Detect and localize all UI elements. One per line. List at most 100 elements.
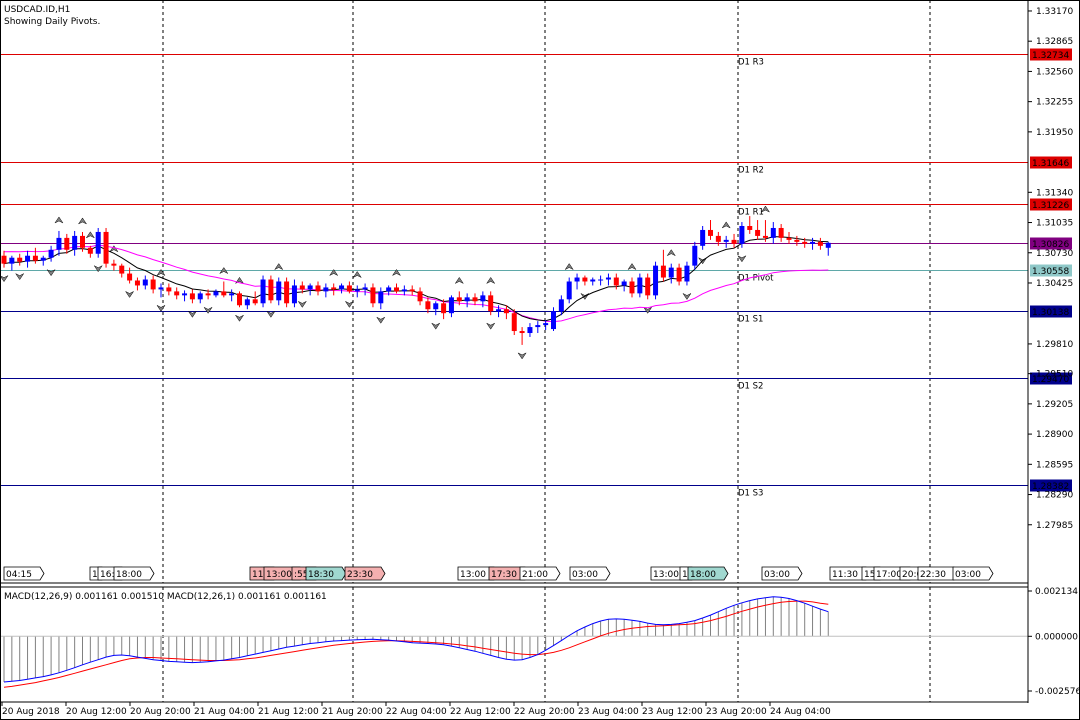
candle-body bbox=[574, 277, 580, 282]
candle-body bbox=[480, 295, 486, 302]
candle-body bbox=[496, 309, 502, 312]
candle-body bbox=[127, 273, 133, 281]
fractal-up-arrow bbox=[485, 276, 496, 285]
candle-body bbox=[134, 280, 140, 286]
pivot-price-label: 1.30138 bbox=[1032, 308, 1069, 318]
candle-body bbox=[692, 245, 698, 266]
session-tag-label: 03:00 bbox=[764, 570, 790, 580]
candle-body bbox=[817, 241, 823, 246]
session-tag-label: :55 bbox=[294, 570, 308, 580]
macd-label: MACD(12,26,9) 0.001161 0.001510 MACD(12,… bbox=[4, 592, 327, 602]
candle-body bbox=[323, 287, 329, 292]
candle-body bbox=[339, 285, 345, 290]
session-tag-label: 13:00 bbox=[460, 570, 486, 580]
fractal-down-arrow bbox=[344, 300, 355, 308]
pivot-name: D1 R3 bbox=[738, 58, 764, 68]
session-tag bbox=[344, 566, 386, 581]
candle-body bbox=[1, 255, 7, 264]
pivot-price-box bbox=[1030, 479, 1072, 492]
session-tag-label: 11: bbox=[252, 570, 266, 580]
pivot-price-box bbox=[1030, 305, 1072, 318]
session-labels: 04:15 1 16: 18:00 11: 13:00:55 18:30 23:30 13:00… bbox=[3, 566, 994, 581]
time-tick-label: 20 Aug 12:00 bbox=[66, 707, 127, 717]
candle-body bbox=[708, 229, 713, 236]
fractal-down-arrow bbox=[682, 292, 692, 300]
price-tick-label: 1.31035 bbox=[1036, 219, 1073, 229]
candle-body bbox=[103, 231, 109, 264]
pivot-name: D1 Pivot bbox=[738, 274, 774, 284]
candle-body bbox=[645, 277, 651, 296]
price-tick-label: 1.29510 bbox=[1036, 370, 1073, 380]
candle-body bbox=[558, 299, 564, 312]
candle-body bbox=[64, 237, 70, 250]
candle-body bbox=[731, 239, 737, 244]
session-tag-label: 20:0 bbox=[902, 570, 922, 580]
candle-body bbox=[456, 297, 462, 302]
price-tick-label: 1.28900 bbox=[1036, 430, 1073, 440]
candle-body bbox=[276, 281, 282, 301]
fractal-up-arrow bbox=[454, 276, 465, 285]
pivot-price-label: 1.29470 bbox=[1032, 375, 1069, 385]
fractal-up-arrow bbox=[352, 271, 362, 279]
price-tick-label: 1.28290 bbox=[1036, 491, 1073, 501]
session-tag bbox=[761, 566, 803, 581]
session-tag-label: 03:00 bbox=[572, 570, 598, 580]
price-tick-label: 1.27985 bbox=[1036, 521, 1073, 531]
fractal-up-arrow bbox=[219, 267, 229, 275]
candle-body bbox=[17, 257, 23, 262]
candle-body bbox=[543, 323, 549, 326]
candle-body bbox=[260, 279, 266, 304]
candle-body bbox=[637, 277, 643, 294]
fractal-down-arrow bbox=[0, 274, 9, 283]
candle-body bbox=[551, 311, 556, 330]
time-tick-label: 22 Aug 12:00 bbox=[450, 707, 511, 717]
candle-body bbox=[401, 289, 407, 292]
candlesticks bbox=[1, 216, 831, 345]
session-tag-label: 15 bbox=[864, 570, 875, 580]
candle-body bbox=[32, 255, 38, 261]
symbol-title: USDCAD.ID,H1 bbox=[4, 5, 70, 15]
candle-body bbox=[810, 241, 816, 244]
session-tag-label: 18:00 bbox=[690, 570, 716, 580]
candle-body bbox=[660, 265, 666, 278]
candle-body bbox=[825, 242, 831, 248]
session-tag-label: 1 bbox=[682, 570, 688, 580]
grid bbox=[162, 0, 931, 702]
candle-body bbox=[519, 331, 525, 334]
candle-body bbox=[221, 291, 227, 296]
candle-body bbox=[417, 291, 423, 302]
fractal-up-arrow bbox=[77, 217, 88, 225]
time-tick-label: 20 Aug 20:00 bbox=[130, 707, 191, 717]
candle-body bbox=[197, 293, 203, 300]
candle-body bbox=[378, 291, 384, 304]
candle-body bbox=[119, 265, 125, 274]
candle-body bbox=[794, 239, 800, 242]
candle-body bbox=[299, 285, 305, 290]
session-tag-label: 17:00 bbox=[876, 570, 902, 580]
session-tag-label: 18:00 bbox=[116, 570, 142, 580]
time-tick-label: 22 Aug 20:00 bbox=[514, 707, 575, 717]
time-tick-label: 22 Aug 04:00 bbox=[386, 707, 447, 717]
macd-tick-label: 0.002134 bbox=[1035, 587, 1078, 597]
candle-body bbox=[48, 249, 54, 258]
fractal-down-arrow bbox=[642, 306, 653, 314]
pivot-price-label: 1.32734 bbox=[1032, 51, 1069, 61]
fractal-up-arrow bbox=[564, 263, 574, 271]
session-tag bbox=[113, 566, 155, 581]
price-tick-label: 1.29810 bbox=[1036, 340, 1073, 350]
candle-body bbox=[315, 285, 321, 292]
fractal-down-arrow bbox=[46, 269, 56, 277]
candle-body bbox=[668, 267, 674, 278]
pivot-name: D1 R1 bbox=[738, 208, 764, 218]
candle-body bbox=[9, 257, 15, 264]
pivot-name: D1 S1 bbox=[738, 315, 763, 325]
fractal-down-arrow bbox=[376, 316, 386, 324]
candle-body bbox=[307, 285, 313, 290]
macd-tick-label: 0.000000 bbox=[1035, 632, 1078, 642]
fractal-up-arrow bbox=[666, 249, 676, 257]
candle-body bbox=[244, 299, 250, 306]
session-tag-label: 22:30 bbox=[920, 570, 946, 580]
pivot-price-box bbox=[1030, 372, 1072, 385]
